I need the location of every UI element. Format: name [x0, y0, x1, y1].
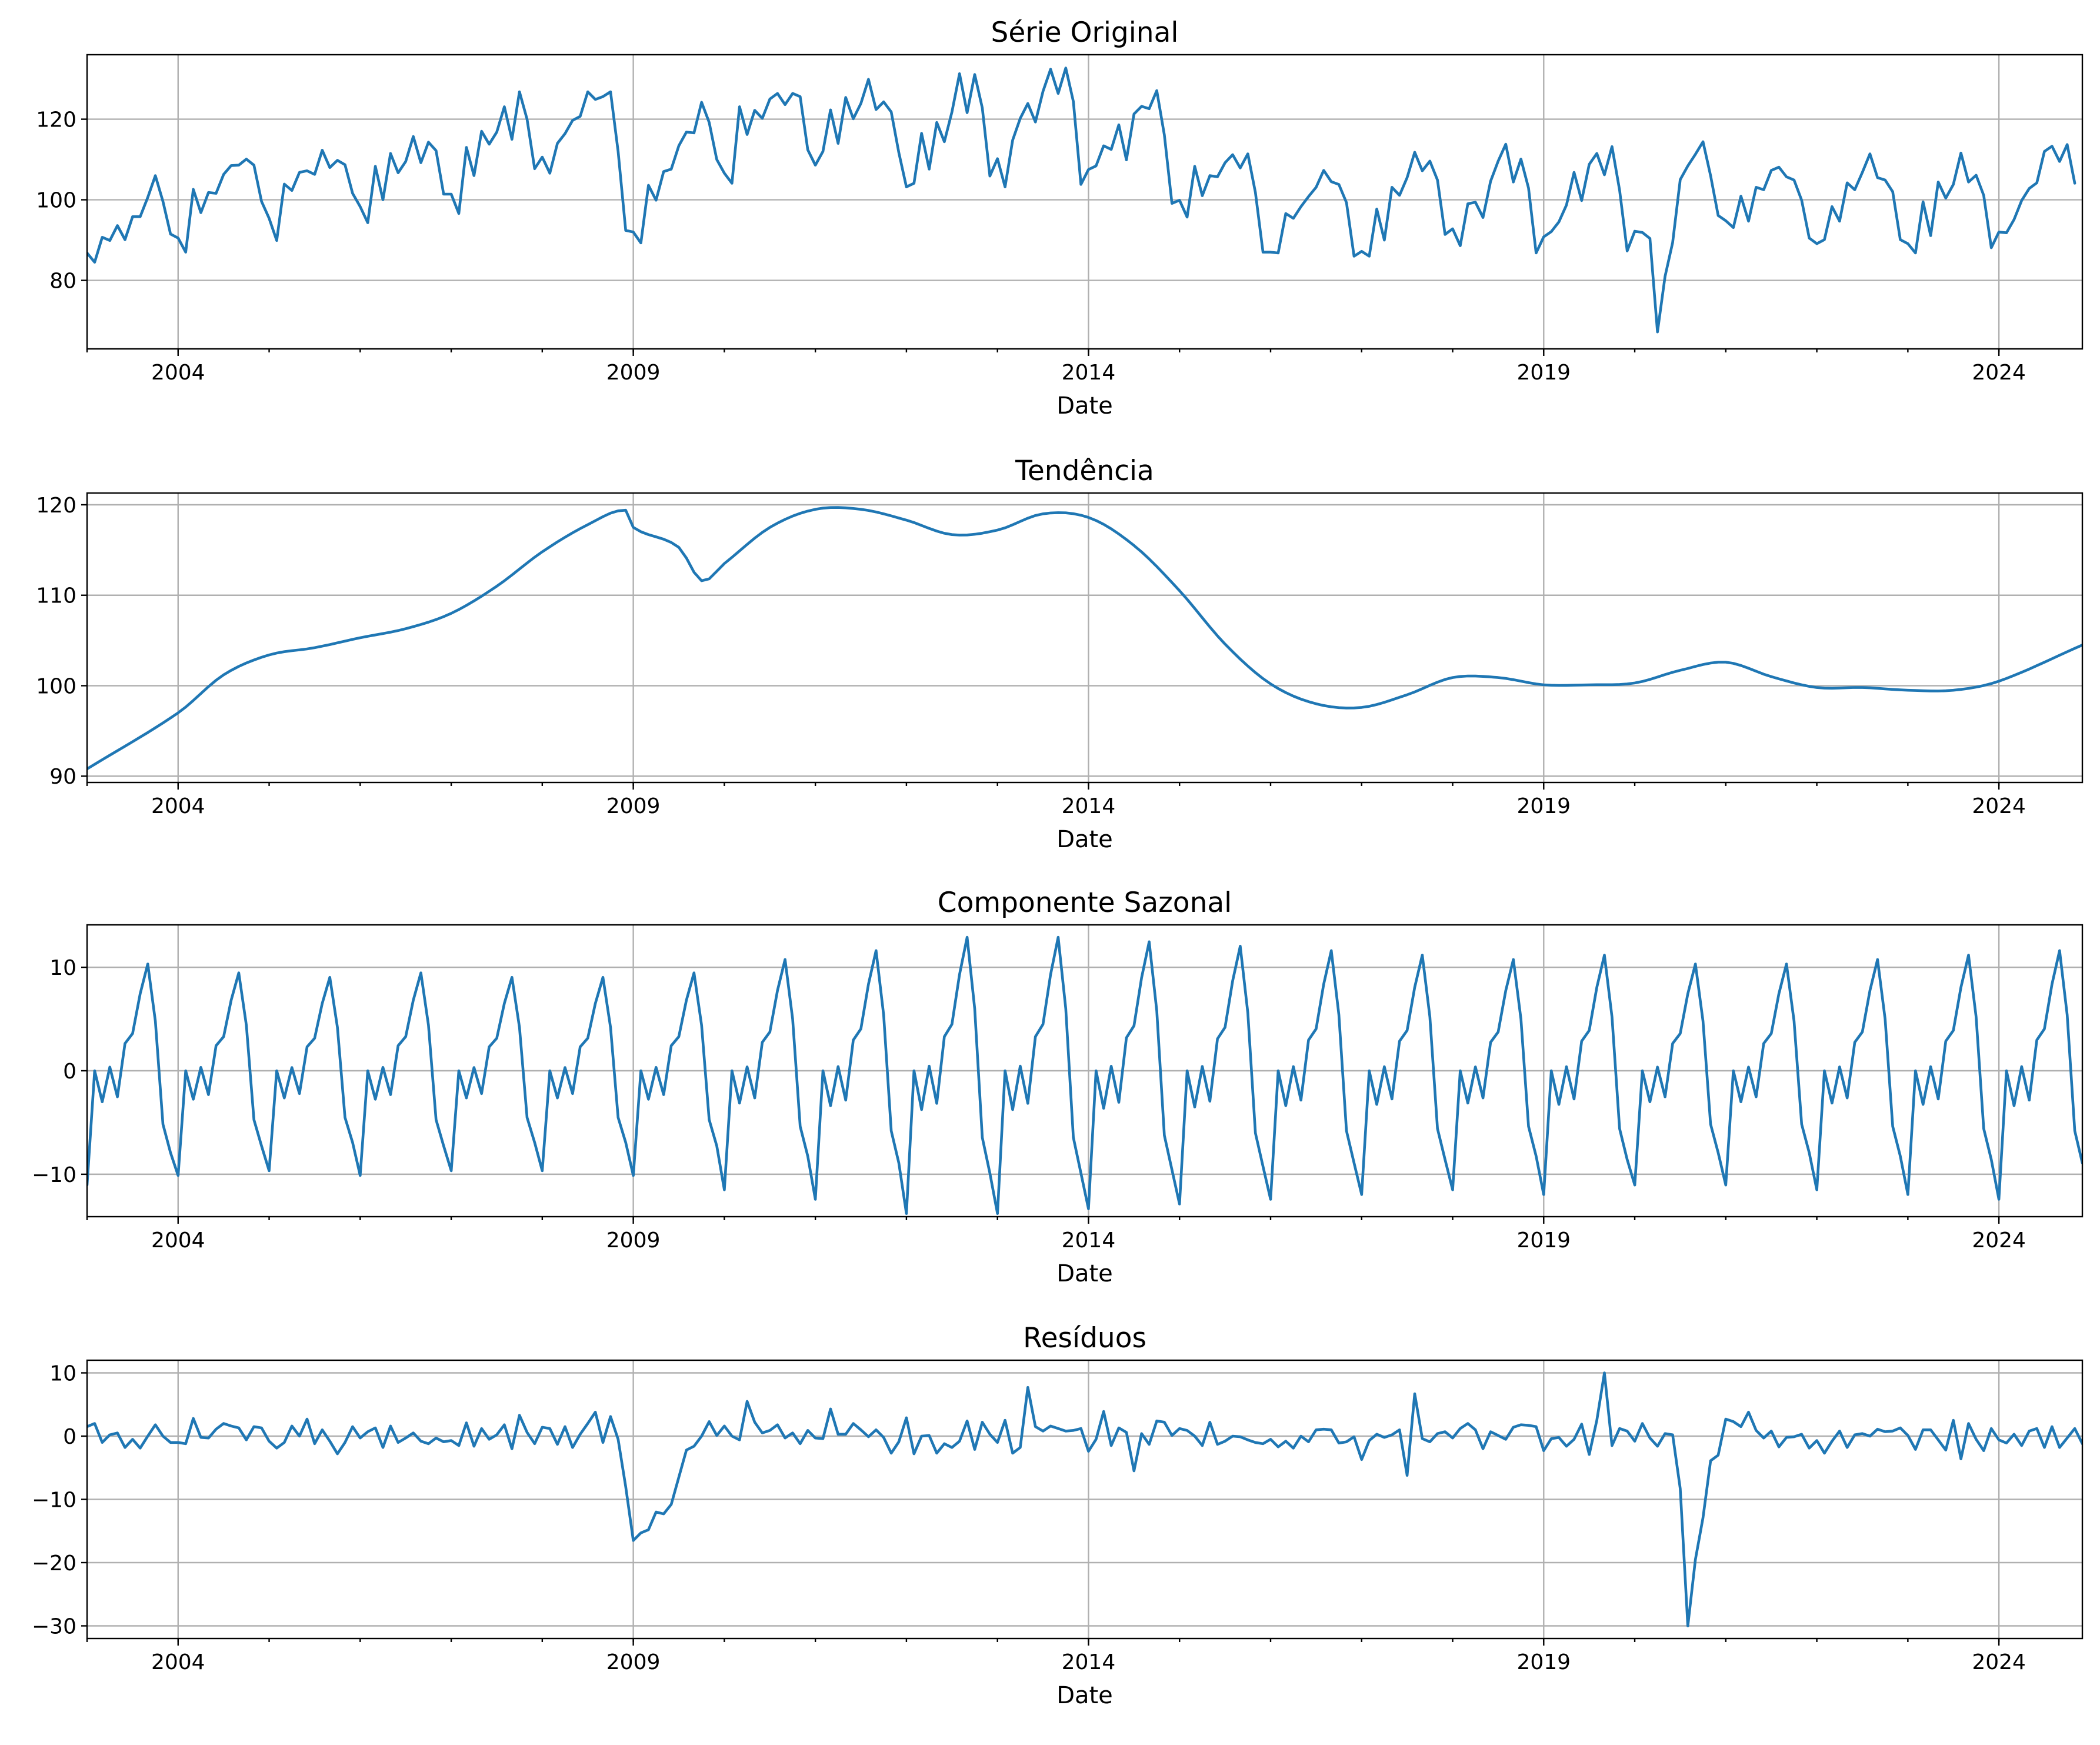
x-axis-label: Date — [1056, 392, 1113, 419]
series-line — [87, 935, 2082, 1215]
y-tick-label: 120 — [36, 108, 76, 132]
x-tick-label: 2019 — [1516, 1228, 1571, 1253]
y-tick-label: 90 — [49, 765, 76, 789]
y-tick-label: 110 — [36, 584, 76, 608]
x-tick-label: 2014 — [1062, 1650, 1116, 1674]
x-axis-label: Date — [1056, 1260, 1113, 1287]
x-tick-label: 2014 — [1062, 1228, 1116, 1253]
y-tick-label: 80 — [49, 269, 76, 294]
y-tick-label: 100 — [36, 189, 76, 213]
x-tick-label: 2004 — [151, 1228, 205, 1253]
x-tick-label: 2004 — [151, 1650, 205, 1674]
x-tick-label: 2024 — [1972, 1650, 2026, 1674]
x-tick-label: 2014 — [1062, 794, 1116, 818]
panel-4: Resíduos −30 −20 −10 0 10 2004 2009 2014 2019 2024… — [32, 1322, 2084, 1709]
panel-2: Tendência 90 100 110 120 2004 2009 2014 2019 2024… — [36, 455, 2084, 853]
series-line — [87, 506, 2082, 771]
x-tick-label: 2024 — [1972, 361, 2026, 385]
series-line — [87, 1371, 2082, 1627]
axes-frame — [86, 492, 2084, 784]
panel-title: Componente Sazonal — [938, 887, 1232, 919]
y-tick-label: −30 — [32, 1615, 76, 1639]
x-tick-label: 2009 — [606, 1228, 661, 1253]
y-tick-label: 120 — [36, 494, 76, 518]
panel-3: Componente Sazonal −10 0 10 2004 2009 2014 2019… — [32, 887, 2084, 1287]
y-tick-label: −20 — [32, 1551, 76, 1576]
y-tick-label: 0 — [63, 1425, 76, 1449]
x-tick-label: 2009 — [606, 794, 661, 818]
y-tick-label: 100 — [36, 674, 76, 698]
y-tick-label: 0 — [63, 1060, 76, 1084]
y-tick-label: −10 — [32, 1488, 76, 1513]
x-tick-label: 2019 — [1516, 1650, 1571, 1674]
x-tick-label: 2024 — [1972, 794, 2026, 818]
axes-frame — [86, 54, 2084, 350]
x-tick-label: 2024 — [1972, 1228, 2026, 1253]
x-axis-label: Date — [1056, 1682, 1113, 1709]
panel-title: Série Original — [991, 16, 1179, 49]
x-tick-label: 2004 — [151, 794, 205, 818]
x-tick-label: 2019 — [1516, 361, 1571, 385]
panel-1: Série Original 80 100 120 2004 2009 2014 2019 20… — [36, 16, 2084, 419]
x-tick-label: 2014 — [1062, 361, 1116, 385]
x-tick-label: 2009 — [606, 1650, 661, 1674]
y-tick-label: −10 — [32, 1163, 76, 1187]
series-line — [87, 66, 2076, 334]
panel-title: Tendência — [1015, 455, 1154, 487]
panel-title: Resíduos — [1023, 1322, 1146, 1354]
x-tick-label: 2004 — [151, 361, 205, 385]
x-tick-label: 2019 — [1516, 794, 1571, 818]
x-axis-label: Date — [1056, 826, 1113, 853]
x-tick-label: 2009 — [606, 361, 661, 385]
y-tick-label: 10 — [49, 1362, 76, 1386]
y-tick-label: 10 — [49, 956, 76, 980]
